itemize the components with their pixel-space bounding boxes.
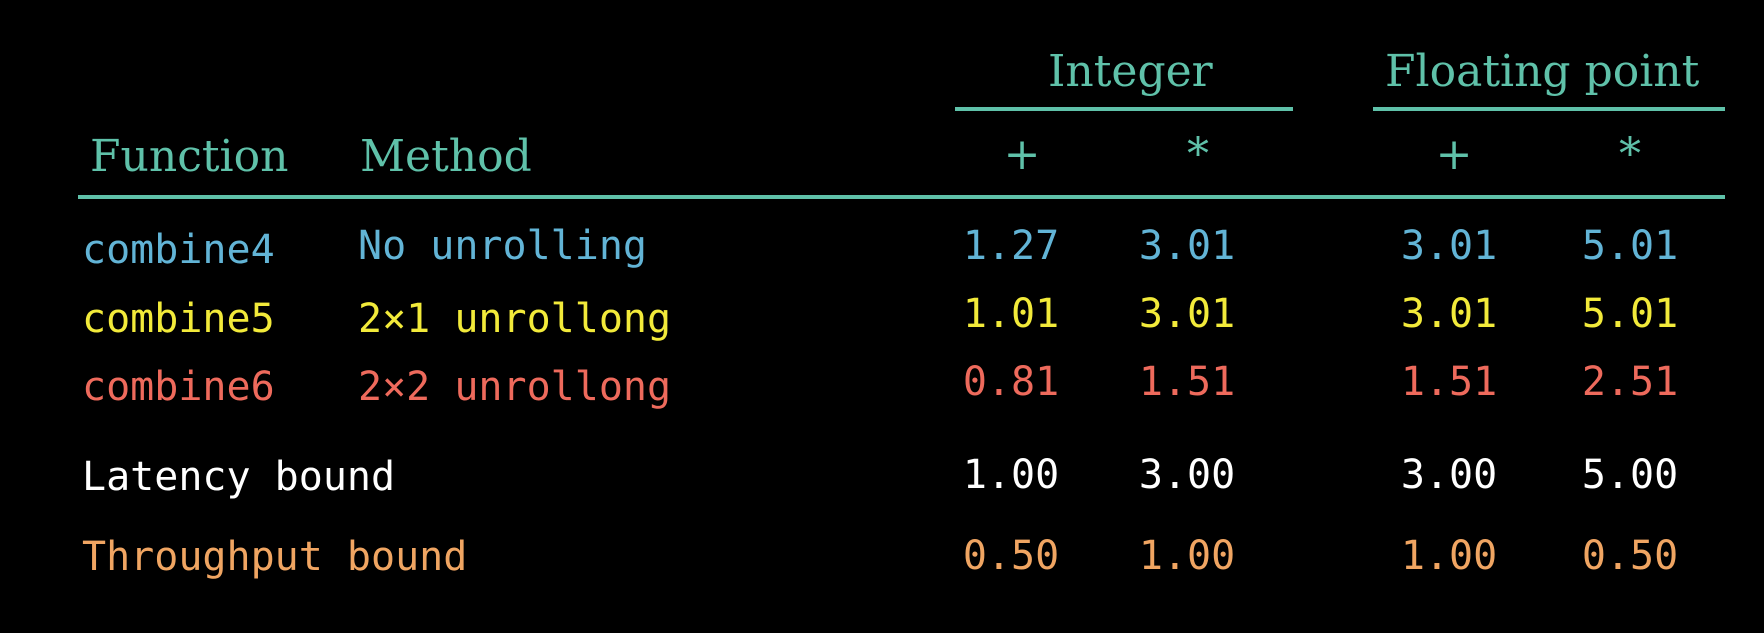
row-function-combine4: combine4 [82,227,275,273]
cell-combine6-fp-add: 1.51 [1400,359,1498,405]
cell-combine6-fp-mul: 2.51 [1581,359,1679,405]
group-header-floating-point: Floating point [1385,46,1700,97]
group-underline-integer [955,107,1293,111]
cell-combine4-int-add: 1.27 [962,223,1060,269]
cell-combine6-int-mul: 1.51 [1138,359,1236,405]
row-function-combine5: combine5 [82,296,275,342]
cell-throughput-int-add: 0.50 [962,533,1060,579]
cell-throughput-fp-mul: 0.50 [1581,533,1679,579]
row-method-combine6: 2×2 unrollong [358,364,672,410]
cell-combine5-fp-add: 3.01 [1400,291,1498,337]
cell-throughput-int-mul: 1.00 [1138,533,1236,579]
cell-combine6-int-add: 0.81 [962,359,1060,405]
row-label-latency-bound: Latency bound [82,454,396,500]
column-header-int-mul: * [1187,129,1209,180]
cell-combine5-int-add: 1.01 [962,291,1060,337]
row-method-combine5: 2×1 unrollong [358,296,672,342]
cell-combine5-int-mul: 3.01 [1138,291,1236,337]
cell-latency-int-mul: 3.00 [1138,452,1236,498]
column-header-method: Method [360,131,532,182]
group-header-integer: Integer [1048,46,1213,97]
cell-latency-int-add: 1.00 [962,452,1060,498]
cell-combine4-fp-mul: 5.01 [1581,223,1679,269]
cell-throughput-fp-add: 1.00 [1400,533,1498,579]
cell-combine4-fp-add: 3.01 [1400,223,1498,269]
cell-combine5-fp-mul: 5.01 [1581,291,1679,337]
column-header-int-add: + [1003,129,1041,180]
row-method-combine4: No unrolling [358,223,647,269]
column-header-function: Function [90,131,289,182]
column-header-fp-mul: * [1619,129,1641,180]
row-label-throughput-bound: Throughput bound [82,534,468,580]
group-underline-floating-point [1373,107,1725,111]
cell-latency-fp-mul: 5.00 [1581,452,1679,498]
column-header-fp-add: + [1435,129,1473,180]
cell-latency-fp-add: 3.00 [1400,452,1498,498]
cell-combine4-int-mul: 3.01 [1138,223,1236,269]
header-rule [78,195,1725,199]
row-function-combine6: combine6 [82,364,275,410]
